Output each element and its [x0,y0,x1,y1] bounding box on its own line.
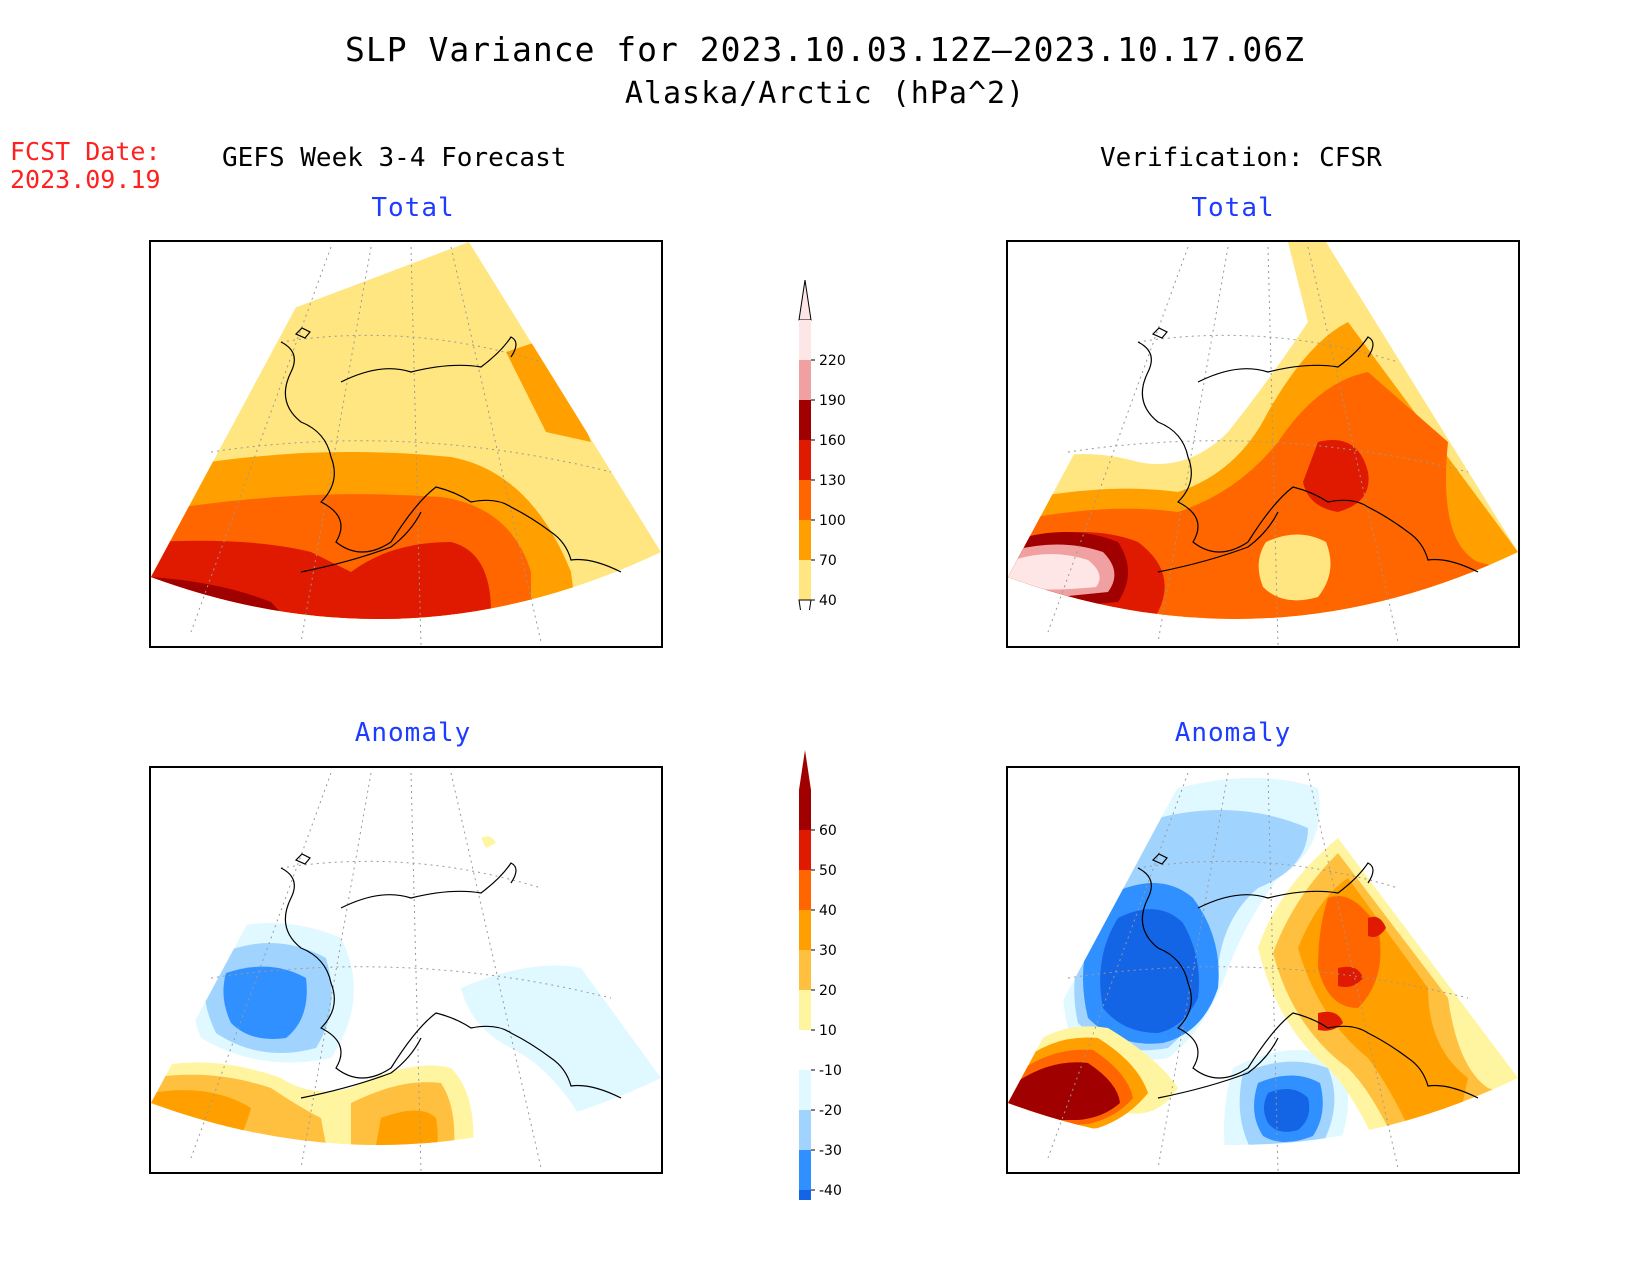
contour-neg10-neg20-east [461,965,661,1132]
colorbar-label: -20 [819,1103,842,1119]
contour-50-60-cell1 [1368,916,1386,937]
panel-title-bottom-right: Anomaly [1174,718,1292,748]
chart-title: SLP Variance for 2023.10.03.12Z—2023.10.… [345,30,1305,69]
contour-neg40 [1100,909,1199,1033]
colorbar-swatch [799,830,811,870]
forecast-date-label: FCST Date: [10,137,161,166]
left-column-heading: GEFS Week 3-4 Forecast [222,143,567,173]
contour-neg40-south [1264,1089,1310,1132]
panel-title-top-right: Total [1191,193,1275,223]
map-cfsr-total [1006,240,1520,648]
panel-title-bottom-left: Anomaly [354,718,472,748]
colorbar-swatch [799,400,811,440]
colorbar-label: 40 [819,593,837,609]
contour-220-plus [1008,553,1100,590]
colorbar-label: -10 [819,1063,842,1079]
colorbar-label: 10 [819,1023,837,1039]
colorbar-swatch [799,320,811,360]
panel-title-top-left: Total [371,193,455,223]
colorbar-total: 220 190 160 130 100 70 40 [795,279,875,641]
forecast-date-block: FCST Date: 2023.09.19 [10,138,161,194]
colorbar-label: 190 [819,393,846,409]
colorbar-bottom-cap [798,599,812,641]
map-gefs-anomaly [149,766,663,1174]
colorbar-swatch [799,480,811,520]
chart-subtitle: Alaska/Arctic (hPa^2) [624,76,1026,111]
colorbar-swatch [799,1070,811,1110]
colorbar-label: 20 [819,983,837,999]
coastline-alaska [1137,327,1479,573]
colorbar-label: 40 [819,903,837,919]
colorbar-swatch [799,790,811,830]
coastline-alaska [1137,853,1479,1099]
colorbar-swatch [799,950,811,990]
colorbar-label: 160 [819,433,846,449]
contour-70-100-east [506,337,591,442]
colorbar-swatch [799,440,811,480]
contour-60-plus-west [1008,1062,1120,1120]
colorbar-label: 50 [819,863,837,879]
contour-10-20-north [481,836,496,848]
contour-40-70-south [1258,534,1331,601]
colorbar-swatch [799,1030,811,1070]
map-gefs-total [149,240,663,648]
colorbar-label: -40 [819,1183,842,1199]
colorbar-swatch [799,360,811,400]
map-cfsr-anomaly [1006,766,1520,1174]
colorbar-swatch [799,990,811,1030]
coastline-alaska [280,853,622,1099]
colorbar-top-cap [798,279,812,321]
contour-30-40-south [371,1110,438,1145]
colorbar-top-cap [799,750,811,790]
colorbar-swatch [799,560,811,600]
colorbar-label: -30 [819,1143,842,1159]
colorbar-swatch [799,1150,811,1190]
contour-30-40 [151,1090,251,1145]
colorbar-label: 100 [819,513,846,529]
contour-neg30-neg40 [223,966,307,1039]
colorbar-swatch [799,1190,811,1230]
contour-130-160-mid [1303,440,1369,512]
colorbar-anomaly-swatches: 60 50 40 30 20 10 -10 -20 -30 -40 [799,750,842,1270]
contour-50-60-cell2 [1338,966,1363,987]
right-column-heading: Verification: CFSR [1100,143,1382,173]
colorbar-label: 130 [819,473,846,489]
forecast-date-value: 2023.09.19 [10,165,161,194]
colorbar-label: 30 [819,943,837,959]
colorbar-total-swatches: 220 190 160 130 100 70 40 [798,279,846,641]
colorbar-swatch [799,1110,811,1150]
colorbar-label: 220 [819,353,846,369]
colorbar-swatch [799,870,811,910]
contour-130-160 [151,540,491,619]
colorbar-label: 60 [819,823,837,839]
coastline-alaska [280,327,622,573]
colorbar-anomaly: 60 50 40 30 20 10 -10 -20 -30 -40 [795,750,875,1270]
colorbar-swatch [799,910,811,950]
colorbar-swatch [799,520,811,560]
colorbar-label: 70 [819,553,837,569]
contour-40-50-east [1318,896,1381,1008]
